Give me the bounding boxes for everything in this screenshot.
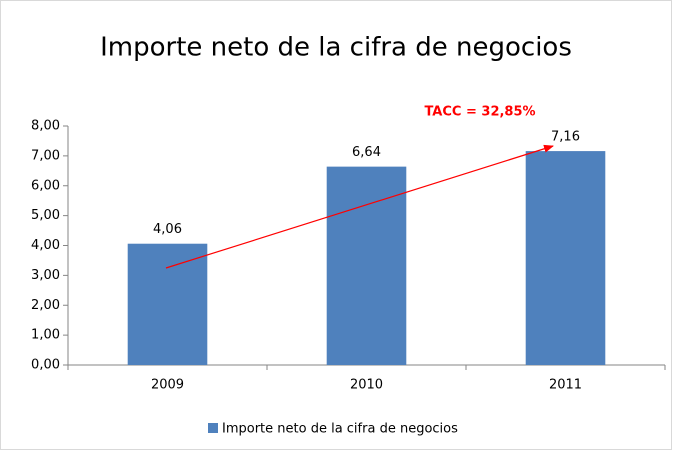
y-tick-label: 3,00 <box>31 268 60 283</box>
bar <box>127 243 208 365</box>
y-tick-label: 1,00 <box>31 328 60 343</box>
annotation: TACC = 32,85% <box>424 105 535 120</box>
bar <box>525 151 606 365</box>
y-tick-label: 6,00 <box>31 178 60 193</box>
x-tick-label: 2010 <box>350 378 383 393</box>
y-tick-label: 8,00 <box>31 119 60 134</box>
bar <box>326 166 407 365</box>
trend-arrow <box>165 144 554 269</box>
y-tick-label: 7,00 <box>31 148 60 163</box>
y-tick-label: 2,00 <box>31 298 60 313</box>
x-tick-label: 2011 <box>549 378 582 393</box>
legend-label: Importe neto de la cifra de negocios <box>222 422 458 437</box>
chart-title: Importe neto de la cifra de negocios <box>100 33 572 63</box>
y-tick-label: 0,00 <box>31 358 60 373</box>
legend-swatch <box>208 423 218 433</box>
y-tick-label: 5,00 <box>31 208 60 223</box>
data-label: 7,16 <box>551 130 580 145</box>
y-tick-label: 4,00 <box>31 238 60 253</box>
data-label: 4,06 <box>153 222 182 237</box>
x-tick-label: 2009 <box>151 378 184 393</box>
data-label: 6,64 <box>352 145 381 160</box>
